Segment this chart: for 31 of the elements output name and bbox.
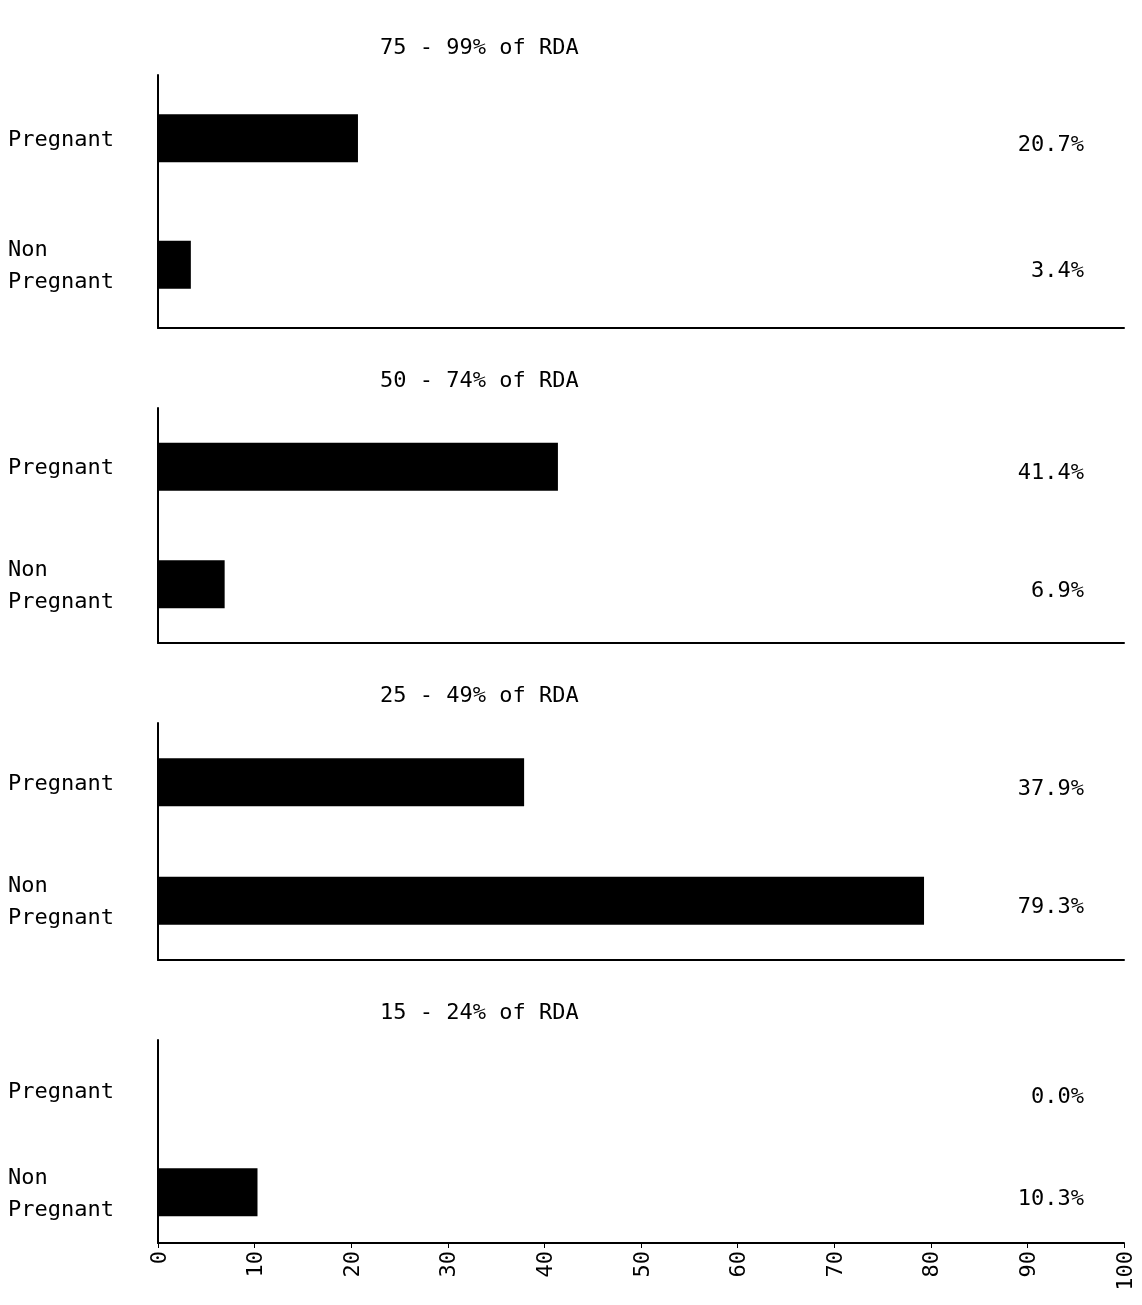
x-tick-label: 40 (531, 1251, 557, 1278)
y-tick-label: Pregnant (8, 454, 114, 480)
y-tick-label: Non Pregnant (8, 555, 114, 613)
y-tick-label: Pregnant (8, 1078, 114, 1104)
y-tick-label: Non Pregnant (8, 872, 114, 930)
chart-title: 15 - 24% of RDA (380, 998, 579, 1024)
x-tick-label: 90 (1014, 1251, 1040, 1278)
x-tick-label: 70 (821, 1251, 847, 1278)
x-tick-label: 60 (725, 1251, 751, 1278)
data-label: 0.0% (1031, 1083, 1084, 1109)
chart-title: 50 - 74% of RDA (380, 366, 579, 392)
y-tick-label: Non Pregnant (8, 1163, 114, 1221)
x-tick-label: 20 (338, 1251, 364, 1278)
data-label: 10.3% (1017, 1184, 1084, 1210)
data-label: 3.4% (1031, 257, 1084, 283)
y-tick-label: Pregnant (8, 769, 114, 795)
data-label: 37.9% (1017, 774, 1084, 800)
y-tick-label: Pregnant (8, 125, 114, 151)
x-tick-label: 80 (918, 1251, 944, 1278)
x-tick-label: 30 (435, 1251, 461, 1278)
x-tick-label: 0 (145, 1251, 171, 1265)
data-label: 6.9% (1031, 576, 1084, 602)
y-tick-label: Non Pregnant (8, 236, 114, 294)
x-tick-label: 100 (1111, 1251, 1137, 1291)
data-label: 20.7% (1017, 130, 1084, 156)
chart-title: 75 - 99% of RDA (380, 33, 579, 59)
data-label: 41.4% (1017, 459, 1084, 485)
x-tick-label: 50 (628, 1251, 654, 1278)
chart-title: 25 - 49% of RDA (380, 681, 579, 707)
x-tick-label: 10 (242, 1251, 268, 1278)
data-label: 79.3% (1017, 893, 1084, 919)
